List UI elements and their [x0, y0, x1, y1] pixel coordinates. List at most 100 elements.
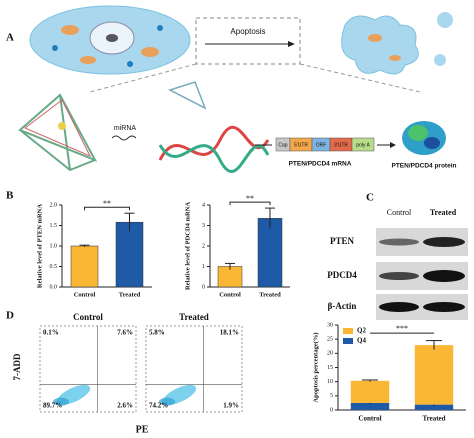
blot-row: β-Actin — [328, 301, 357, 311]
blot-column: Treated — [430, 208, 457, 217]
protein — [424, 137, 440, 149]
apoptotic-body — [434, 54, 446, 66]
flow-y-label: 7-ADD — [12, 353, 22, 380]
panel-label: D — [6, 310, 14, 322]
blot-band — [423, 237, 465, 247]
cell-cloud — [53, 397, 70, 406]
mitochondrion — [389, 55, 401, 61]
process-label: Apoptosis — [230, 27, 265, 36]
dna-tetrahedron — [18, 93, 98, 172]
mitochondrion — [80, 56, 96, 64]
fluorophore — [58, 122, 66, 130]
plot-title: Control — [73, 312, 103, 322]
y-tick-label: 0 — [330, 407, 333, 413]
dna-helix — [158, 144, 270, 173]
mrna-part: 3'UTR — [334, 142, 348, 148]
significance-bracket — [84, 206, 130, 211]
y-tick-label: 2.0 — [50, 202, 58, 208]
x-tick-label: Control — [74, 291, 96, 298]
mirna-strand — [111, 135, 137, 141]
blot-row: PTEN — [330, 236, 355, 246]
y-tick-label: 30 — [327, 322, 333, 328]
plot-title: Treated — [179, 312, 209, 322]
significance: *** — [396, 324, 408, 333]
mrna-part: poly A — [356, 142, 370, 148]
y-tick-label: 1.0 — [50, 243, 58, 249]
panel-a: A Apoptosis miRNA Cap 5'UTR ORF 3'UTR po… — [6, 5, 457, 173]
significance-bracket — [229, 201, 271, 206]
x-tick-label: Control — [219, 291, 241, 298]
quadrant-percent: 0.1% — [43, 329, 59, 337]
bar — [70, 245, 99, 288]
small-tetrahedron — [168, 81, 207, 110]
mrna-segment — [351, 137, 375, 152]
y-tick-label: 1 — [202, 264, 205, 270]
quadrant-percent: 5.8% — [149, 329, 165, 337]
nucleolus — [106, 34, 118, 42]
cell-cloud — [159, 397, 176, 406]
mitochondrion — [368, 34, 382, 42]
y-axis-label: Relative level of PDCD4 mRNA — [184, 202, 191, 290]
arrow-head — [288, 41, 295, 47]
y-axis-label: Relative level of PTEN mRNA — [36, 204, 43, 288]
blot-column: Control — [387, 208, 412, 217]
blot-band — [379, 302, 419, 312]
significance: ** — [103, 199, 111, 208]
arrow-head — [390, 142, 396, 148]
y-tick-label: 10 — [327, 379, 333, 385]
blot-row: PDCD4 — [327, 270, 357, 280]
y-tick-label: 0.0 — [50, 284, 58, 290]
legend-label: Q4 — [357, 337, 366, 345]
apoptotic-cell — [341, 15, 419, 75]
panel-c: C Control Treated PTEN PDCD4 β-Actin — [327, 192, 468, 320]
x-tick-label: Control — [358, 415, 381, 423]
mirna-label: miRNA — [114, 125, 136, 132]
bar-segment — [350, 402, 390, 410]
vesicle — [157, 25, 163, 31]
x-tick-label: Treated — [422, 415, 445, 423]
dashed-box — [195, 17, 301, 65]
y-tick-label: 5 — [330, 393, 333, 399]
blot-band — [379, 272, 419, 280]
quadrant-percent: 1.9% — [223, 402, 239, 410]
quadrant-percent: 74.2% — [149, 402, 168, 410]
mrna-part: 5'UTR — [294, 142, 308, 148]
quadrant-percent: 7.6% — [117, 329, 133, 337]
y-tick-label: 0 — [202, 284, 205, 290]
y-tick-label: 25 — [327, 337, 333, 343]
y-tick-label: 15 — [327, 365, 333, 371]
dashed-line — [89, 63, 197, 93]
legend-label: Q2 — [357, 327, 366, 335]
dna-tetrahedron — [24, 99, 92, 158]
plot-frame — [145, 325, 243, 413]
y-tick-label: 1.5 — [50, 223, 58, 229]
x-tick-label: Treated — [259, 291, 281, 298]
bar-segment — [414, 345, 454, 405]
y-axis-label: Apoptosis percentage(%) — [312, 332, 319, 402]
bar-segment — [414, 404, 454, 410]
y-tick-label: 20 — [327, 351, 333, 357]
significance: ** — [246, 194, 254, 203]
y-tick-label: 2 — [202, 243, 205, 249]
legend-swatch — [343, 328, 353, 334]
blot-band — [423, 302, 465, 312]
x-tick-label: Treated — [119, 291, 141, 298]
mrna-part: Cap — [278, 142, 287, 148]
bar-segment — [350, 380, 390, 403]
protein — [408, 125, 428, 141]
y-tick-label: 3 — [202, 223, 205, 229]
blot-band — [379, 238, 419, 246]
bar — [115, 221, 144, 288]
panel-label: A — [6, 32, 14, 44]
protein-label: PTEN/PDCD4 protein — [391, 163, 456, 170]
y-tick-label: 0.5 — [50, 264, 58, 270]
apoptotic-body — [437, 12, 453, 28]
quadrant-percent: 18.1% — [220, 329, 239, 337]
panel-label: C — [366, 192, 374, 204]
plot-frame — [39, 325, 137, 413]
blot-band — [423, 270, 465, 282]
mitochondrion — [61, 25, 79, 35]
dna-helix — [158, 125, 270, 161]
legend-swatch — [343, 338, 353, 344]
